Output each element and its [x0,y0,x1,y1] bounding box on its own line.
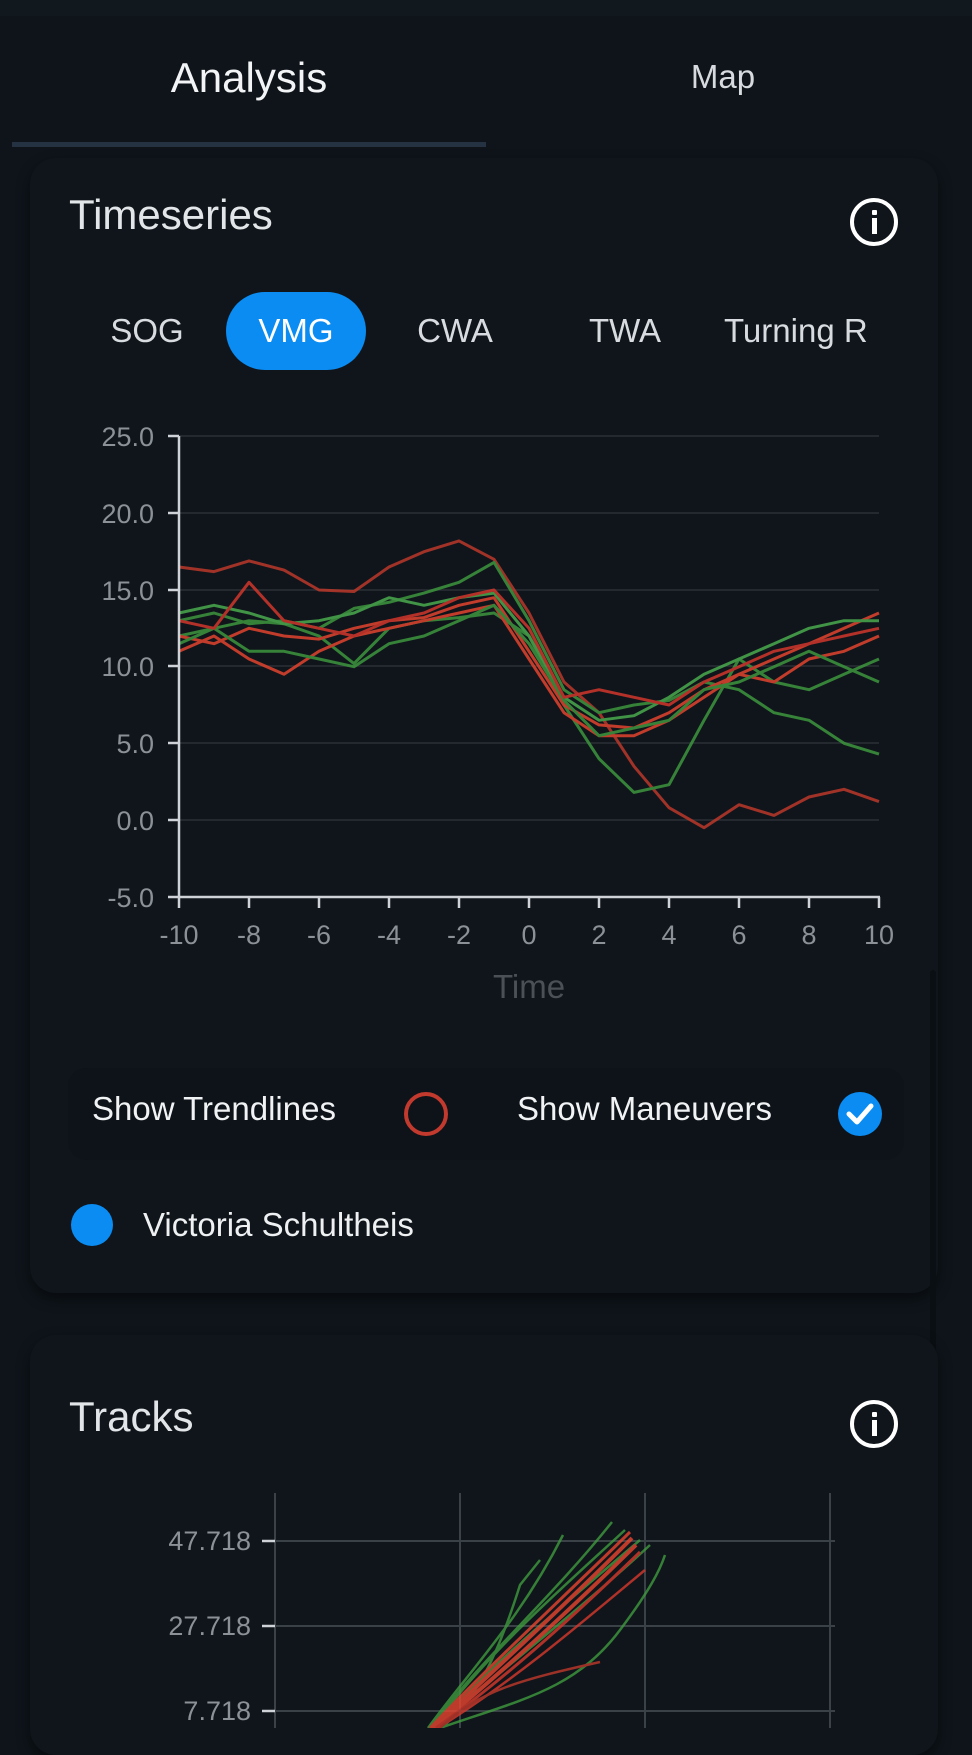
x-tick-label: -2 [447,920,471,950]
tracks-title: Tracks [69,1393,194,1440]
series-line [178,603,880,738]
info-circle-icon[interactable] [850,198,898,246]
show-maneuvers-label: Show Maneuvers [517,1090,772,1127]
x-tick-label: 10 [864,920,894,950]
scrollbar[interactable] [930,970,936,1520]
x-tick-label: 4 [661,920,676,950]
chart-options-bar: Show Trendlines Show Maneuvers [68,1068,904,1160]
active-tab-indicator [12,142,486,147]
metric-tab-vmg[interactable]: VMG [226,292,366,370]
x-tick-label: 6 [731,920,746,950]
x-tick-label: 2 [591,920,606,950]
y-tick-labels: 25.0 20.0 15.0 10.0 5.0 0.0 -5.0 [101,422,154,913]
vmg-timeseries-chart: 25.0 20.0 15.0 10.0 5.0 0.0 -5.0 -10 -8 … [101,422,894,1000]
y-tick-label: 15.0 [101,576,154,606]
series-line [178,580,880,707]
x-axis-label: Time [493,968,565,1000]
x-tick-label: -6 [307,920,331,950]
series-line [178,603,880,738]
top-tab-bar: Analysis Map [0,16,972,146]
y-tick-label: 25.0 [101,422,154,452]
metric-tab-sog[interactable]: SOG [110,312,184,349]
x-tick-label: 0 [521,920,536,950]
checkmark-icon [846,1103,874,1125]
status-bar [0,0,972,16]
axes [168,434,881,908]
x-ticks [177,897,881,908]
legend-color-dot[interactable] [71,1204,113,1246]
info-circle-icon[interactable] [850,1400,898,1448]
y-tick-label: 5.0 [116,729,154,759]
x-tick-labels: -10 -8 -6 -4 -2 0 2 4 6 8 10 [159,920,894,950]
show-trendlines-label: Show Trendlines [92,1090,336,1127]
metric-tab-turning-rate[interactable]: Turning R [724,312,868,349]
x-tick-label: -8 [237,920,261,950]
y-tick-label: -5.0 [107,883,154,913]
series-line [178,611,880,794]
x-tick-label: 8 [801,920,816,950]
series-line [178,539,880,830]
timeseries-title: Timeseries [69,191,273,238]
tab-analysis[interactable]: Analysis [170,54,328,101]
show-maneuvers-checkbox[interactable] [838,1092,882,1136]
y-tick-label: 20.0 [101,499,154,529]
y-tick-label: 0.0 [116,806,154,836]
metric-tab-bar: SOG VMG CWA TWA Turning R [60,290,940,372]
y-ticks [168,434,179,899]
x-tick-label: -10 [159,920,198,950]
x-tick-label: -4 [377,920,401,950]
y-tick-label: 10.0 [101,652,154,682]
legend-sailor-name[interactable]: Victoria Schultheis [143,1206,414,1243]
show-trendlines-checkbox[interactable] [404,1092,448,1136]
series-line [178,596,880,730]
metric-tab-twa[interactable]: TWA [588,312,662,349]
metric-tab-cwa[interactable]: CWA [417,312,493,349]
series-lines [178,539,880,830]
tracks-card: Tracks [30,1335,938,1755]
tab-map[interactable]: Map [690,58,756,95]
